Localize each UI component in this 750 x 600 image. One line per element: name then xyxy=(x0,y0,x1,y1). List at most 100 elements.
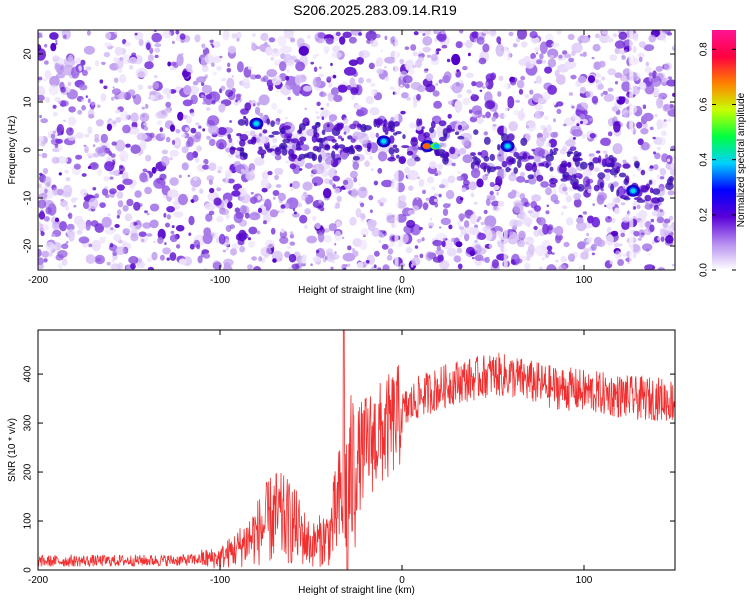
noise-blob xyxy=(519,193,526,200)
noise-blob xyxy=(370,209,373,213)
noise-blob xyxy=(576,103,582,110)
noise-blob xyxy=(139,112,150,123)
noise-blob xyxy=(329,117,335,123)
noise-blob xyxy=(482,30,488,34)
noise-blob xyxy=(153,240,156,244)
signal-blob xyxy=(483,155,490,162)
noise-blob xyxy=(618,187,625,198)
noise-blob xyxy=(422,202,429,211)
noise-blob xyxy=(249,212,261,221)
noise-blob xyxy=(75,57,81,66)
noise-blob xyxy=(175,128,181,134)
signal-blob xyxy=(352,156,360,161)
noise-blob xyxy=(451,237,456,242)
noise-blob xyxy=(114,46,123,56)
noise-blob xyxy=(489,181,495,188)
noise-blob xyxy=(570,74,577,80)
noise-blob xyxy=(601,30,608,35)
noise-blob xyxy=(377,267,382,270)
noise-blob xyxy=(614,207,620,215)
noise-blob xyxy=(568,57,575,63)
noise-blob xyxy=(304,107,308,110)
noise-blob xyxy=(562,205,568,209)
signal-blob xyxy=(410,137,419,147)
signal-blob xyxy=(270,120,275,127)
noise-blob xyxy=(541,257,545,261)
x-tick-label: 100 xyxy=(576,575,593,586)
signal-blob xyxy=(429,127,435,134)
noise-blob xyxy=(620,202,626,206)
noise-blob xyxy=(425,251,433,262)
noise-blob xyxy=(122,124,131,134)
noise-blob xyxy=(229,120,233,123)
noise-blob xyxy=(119,74,127,84)
noise-blob xyxy=(352,250,359,257)
hotspot-peak xyxy=(422,143,431,150)
noise-blob xyxy=(249,196,258,204)
noise-blob xyxy=(349,77,356,88)
noise-blob xyxy=(204,53,214,64)
noise-blob xyxy=(516,79,525,89)
noise-blob xyxy=(553,199,560,205)
noise-blob xyxy=(302,181,313,191)
signal-blob xyxy=(331,150,336,160)
noise-blob xyxy=(134,190,142,198)
noise-blob xyxy=(230,248,237,256)
noise-blob xyxy=(178,241,181,245)
signal-blob xyxy=(384,129,389,135)
noise-blob xyxy=(104,186,109,189)
noise-blob xyxy=(428,222,435,228)
noise-blob xyxy=(437,31,447,43)
noise-blob xyxy=(236,61,244,73)
noise-blob xyxy=(294,92,300,96)
signal-blob xyxy=(227,133,232,140)
noise-blob xyxy=(533,205,542,212)
noise-blob xyxy=(44,69,52,80)
noise-blob xyxy=(261,206,267,211)
noise-blob xyxy=(171,139,176,145)
noise-blob xyxy=(326,75,332,81)
noise-blob xyxy=(670,163,675,170)
colorbar-tick-label: 0.4 xyxy=(699,152,710,166)
noise-blob xyxy=(156,168,159,172)
signal-blob xyxy=(324,144,330,149)
noise-blob xyxy=(595,33,600,39)
noise-blob xyxy=(661,130,667,137)
noise-blob xyxy=(642,112,654,122)
signal-blob xyxy=(445,152,450,158)
noise-blob xyxy=(133,201,141,211)
noise-blob xyxy=(310,173,314,177)
noise-blob xyxy=(45,96,51,104)
noise-blob xyxy=(640,128,649,135)
noise-blob xyxy=(40,118,48,124)
noise-blob xyxy=(114,32,118,35)
noise-blob xyxy=(485,81,489,87)
noise-blob xyxy=(94,133,100,140)
noise-blob xyxy=(334,242,337,246)
noise-blob xyxy=(73,215,84,226)
noise-blob xyxy=(204,202,216,211)
noise-blob xyxy=(306,235,318,244)
noise-blob xyxy=(257,112,264,117)
noise-blob xyxy=(428,195,438,206)
noise-blob xyxy=(413,31,419,36)
noise-blob xyxy=(272,258,277,263)
noise-blob xyxy=(341,236,345,239)
noise-blob xyxy=(325,248,334,256)
noise-blob xyxy=(636,204,641,210)
noise-blob xyxy=(163,194,167,199)
signal-blob xyxy=(636,199,646,203)
noise-blob xyxy=(196,145,202,152)
noise-blob xyxy=(568,92,574,96)
noise-blob xyxy=(370,168,375,172)
noise-blob xyxy=(432,90,440,97)
noise-blob xyxy=(468,109,473,114)
noise-blob xyxy=(653,139,660,145)
noise-blob xyxy=(75,132,84,139)
noise-blob xyxy=(422,189,426,194)
noise-blob xyxy=(399,58,405,65)
y-tick-label: 100 xyxy=(23,512,34,529)
noise-blob xyxy=(443,239,453,250)
noise-blob xyxy=(645,61,650,67)
noise-blob xyxy=(59,221,68,232)
